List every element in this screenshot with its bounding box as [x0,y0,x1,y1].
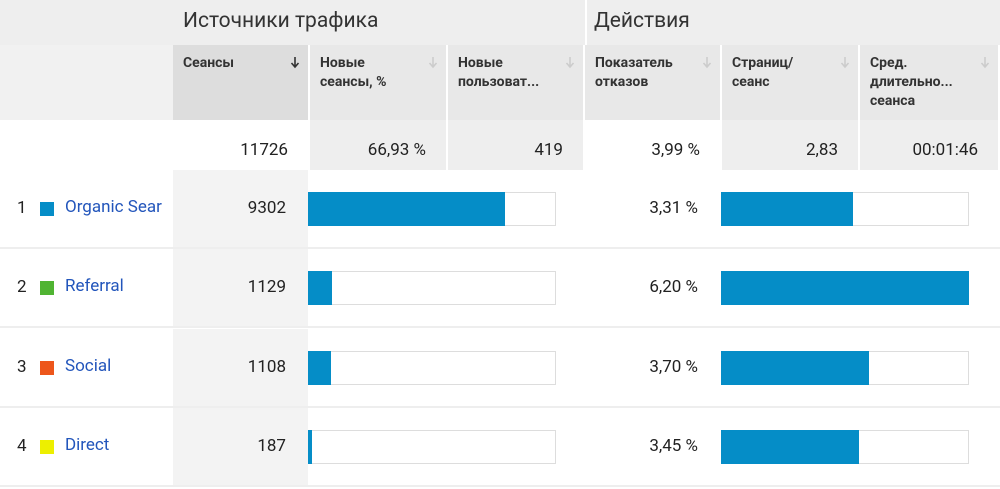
group-separator [585,0,587,489]
bounce-bar [721,271,969,306]
row-index: 1 [17,198,27,218]
bounce-cell-bg [587,170,720,247]
column-header[interactable]: Сред. длительно... сеанса [870,55,953,109]
column-header[interactable]: Сеансы [183,55,235,71]
column-header[interactable]: Новые пользоват... [458,55,540,90]
bounce-cell-bg [587,328,720,406]
bar-track [308,271,556,306]
total-value: 00:01:46 [912,140,978,160]
bar-track [308,429,556,464]
sort-arrow [702,55,712,69]
sessions-bar [308,350,332,385]
column-header[interactable]: Страниц/ сеанс [732,55,794,90]
sorted-cell-bg [173,170,308,247]
bounce-bar [721,350,869,385]
sessions-value: 9302 [247,198,286,218]
sessions-bar [308,271,332,306]
channel-link[interactable]: Referral [65,276,124,297]
row-index: 2 [17,277,27,298]
column-header-bg [585,45,720,120]
row-divider [0,405,1000,408]
totals-bg [860,120,998,170]
totals-bg [722,120,858,170]
group-title: Источники трафика [183,9,379,33]
bounce-value: 3,31 % [649,198,698,218]
bounce-value: 6,20 % [649,277,698,298]
sorted-cell-bg [173,328,308,406]
channel-swatch [40,439,54,454]
row-index: 4 [17,435,27,456]
group-header-bg [0,0,1000,45]
bar-track [308,350,556,385]
total-value: 419 [534,140,563,160]
sort-arrow [980,55,990,69]
total-value: 66,93 % [367,140,426,160]
sort-arrow [428,55,438,69]
bounce-bar [721,192,854,226]
totals-bg [448,120,583,170]
channel-link[interactable]: Organic Sear [65,197,162,217]
channel-link[interactable]: Direct [65,434,110,455]
total-value: 11726 [240,140,288,160]
total-value: 2,83 [805,140,838,160]
bounce-cell-bg [587,249,720,327]
row-divider [0,484,1000,487]
totals-bg [585,120,720,170]
column-header[interactable]: Новые сеансы, % [320,55,387,90]
total-value: 3,99 % [651,140,700,160]
column-header-bg [310,45,446,120]
sort-arrow [840,55,850,69]
row-divider [0,247,1000,249]
bounce-cell-bg [587,407,720,485]
bounce-value: 3,70 % [649,356,698,377]
sessions-bar [308,429,312,464]
column-header-bg [722,45,858,120]
column-header-bg [860,45,998,120]
row-index: 3 [17,356,27,377]
channel-link[interactable]: Social [65,355,112,376]
sorted-cell-bg [173,407,308,485]
sessions-value: 187 [257,435,286,456]
sort-arrow [565,55,575,69]
sessions-value: 1108 [247,356,286,377]
sort-arrow [290,55,300,69]
sessions-value: 1129 [247,277,286,298]
channel-swatch [40,360,54,375]
column-header-bg [448,45,583,120]
bounce-bar [721,429,859,464]
column-header-bg [173,45,308,120]
sessions-bar [308,192,505,226]
row-divider [0,326,1000,329]
sorted-cell-bg [173,249,308,327]
totals-bg [310,120,446,170]
corner [0,45,173,120]
bounce-value: 3,45 % [649,435,698,456]
totals-bg [173,120,308,170]
channel-swatch [40,281,54,296]
column-header[interactable]: Показатель отказов [595,55,673,90]
group-title: Действия [594,9,690,33]
channel-swatch [40,202,54,216]
